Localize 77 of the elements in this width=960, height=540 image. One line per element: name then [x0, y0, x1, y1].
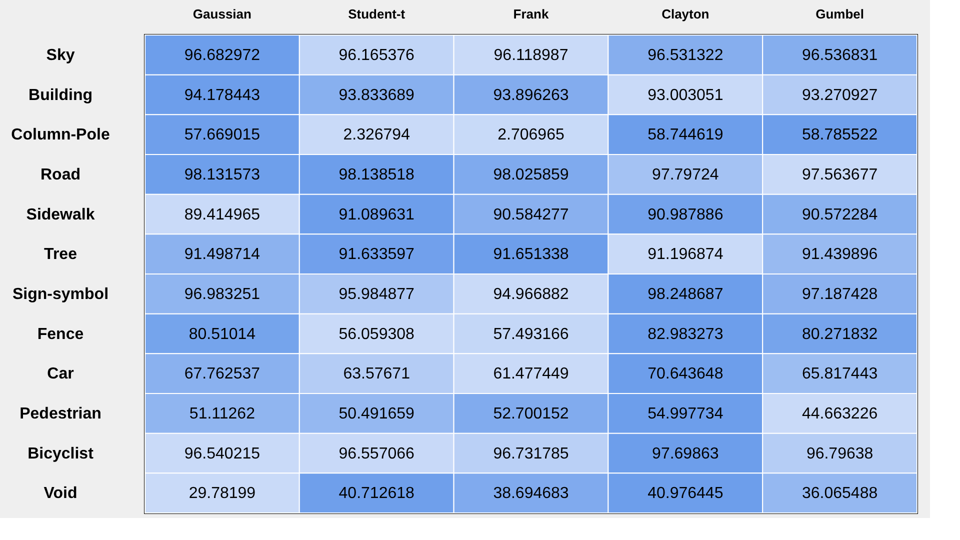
data-label: 91.651338 [493, 246, 569, 264]
data-label: 90.572284 [802, 206, 878, 224]
data-label: 51.11262 [189, 405, 256, 422]
data-label: 82.983273 [648, 326, 724, 343]
data-label: 91.089631 [338, 206, 415, 224]
data-label: 29.78199 [188, 485, 256, 502]
y-tick-label: Pedestrian [20, 405, 102, 422]
data-label: 96.536831 [802, 46, 878, 64]
x-tick-label: Clayton [662, 6, 710, 22]
data-label: 90.584277 [493, 206, 569, 224]
data-label: 58.744619 [648, 126, 724, 144]
y-tick-label: Bicyclist [28, 445, 94, 462]
data-label: 97.187428 [802, 286, 878, 303]
data-label: 98.025859 [493, 166, 569, 184]
y-tick-label: Column-Pole [11, 126, 110, 144]
data-label: 98.131573 [184, 166, 260, 184]
data-label: 80.51014 [188, 326, 256, 343]
data-label: 40.976445 [648, 485, 724, 502]
data-label: 89.414965 [184, 206, 260, 224]
data-label: 67.762537 [184, 366, 260, 383]
data-label: 97.69863 [652, 445, 719, 462]
data-label: 98.248687 [648, 286, 724, 303]
data-label: 80.271832 [802, 326, 878, 343]
data-label: 57.669015 [184, 126, 260, 144]
y-tick-label: Sidewalk [26, 206, 95, 224]
data-label: 96.983251 [184, 286, 260, 303]
data-label: 96.118987 [494, 46, 568, 64]
x-tick-label: Frank [513, 6, 550, 22]
y-tick-label: Car [47, 366, 74, 383]
x-tick-label: Gumbel [816, 6, 864, 22]
data-label: 95.984877 [338, 286, 415, 303]
data-label: 2.706965 [498, 126, 564, 144]
data-label: 91.498714 [184, 246, 260, 264]
data-label: 90.987886 [648, 206, 724, 224]
data-label: 94.966882 [493, 286, 569, 303]
x-tick-label: Gaussian [192, 6, 252, 22]
y-tick-label: Sky [46, 46, 75, 64]
y-tick-label: Void [44, 485, 78, 502]
data-label: 96.165376 [338, 46, 415, 64]
data-label: 2.326794 [343, 126, 410, 144]
data-label: 93.003051 [648, 86, 724, 104]
data-label: 96.682972 [184, 46, 260, 64]
data-label: 58.785522 [802, 126, 878, 144]
data-label: 91.196874 [648, 246, 724, 264]
x-tick-label: Student-t [348, 6, 406, 22]
data-label: 96.531322 [648, 46, 724, 64]
data-label: 97.79724 [652, 166, 719, 184]
data-label: 38.694683 [493, 485, 569, 502]
data-label: 96.540215 [184, 445, 260, 462]
data-label: 98.138518 [338, 166, 415, 184]
data-label: 63.57671 [343, 366, 410, 383]
data-label: 94.178443 [184, 86, 260, 104]
y-tick-label: Road [40, 166, 80, 184]
data-label: 96.557066 [338, 445, 415, 462]
data-label: 91.439896 [802, 246, 878, 264]
y-tick-label: Tree [44, 246, 78, 264]
data-label: 61.477449 [493, 366, 569, 383]
data-label: 93.896263 [493, 86, 569, 104]
data-label: 97.563677 [802, 166, 878, 184]
data-label: 70.643648 [648, 366, 724, 383]
y-tick-label: Building [28, 86, 92, 104]
data-label: 56.059308 [338, 326, 415, 343]
data-label: 65.817443 [802, 366, 878, 383]
data-label: 36.065488 [802, 485, 878, 502]
y-tick-label: Fence [37, 326, 84, 343]
data-label: 40.712618 [338, 485, 415, 502]
data-label: 93.833689 [338, 86, 415, 104]
data-label: 91.633597 [338, 246, 415, 264]
data-label: 96.731785 [493, 445, 569, 462]
data-label: 50.491659 [338, 405, 415, 422]
y-tick-label: Sign-symbol [12, 286, 109, 303]
data-label: 96.79638 [806, 445, 874, 462]
data-label: 57.493166 [493, 326, 569, 343]
data-label: 93.270927 [802, 86, 878, 104]
data-label: 44.663226 [802, 405, 878, 422]
data-label: 54.997734 [648, 405, 724, 422]
data-label: 52.700152 [493, 405, 569, 422]
